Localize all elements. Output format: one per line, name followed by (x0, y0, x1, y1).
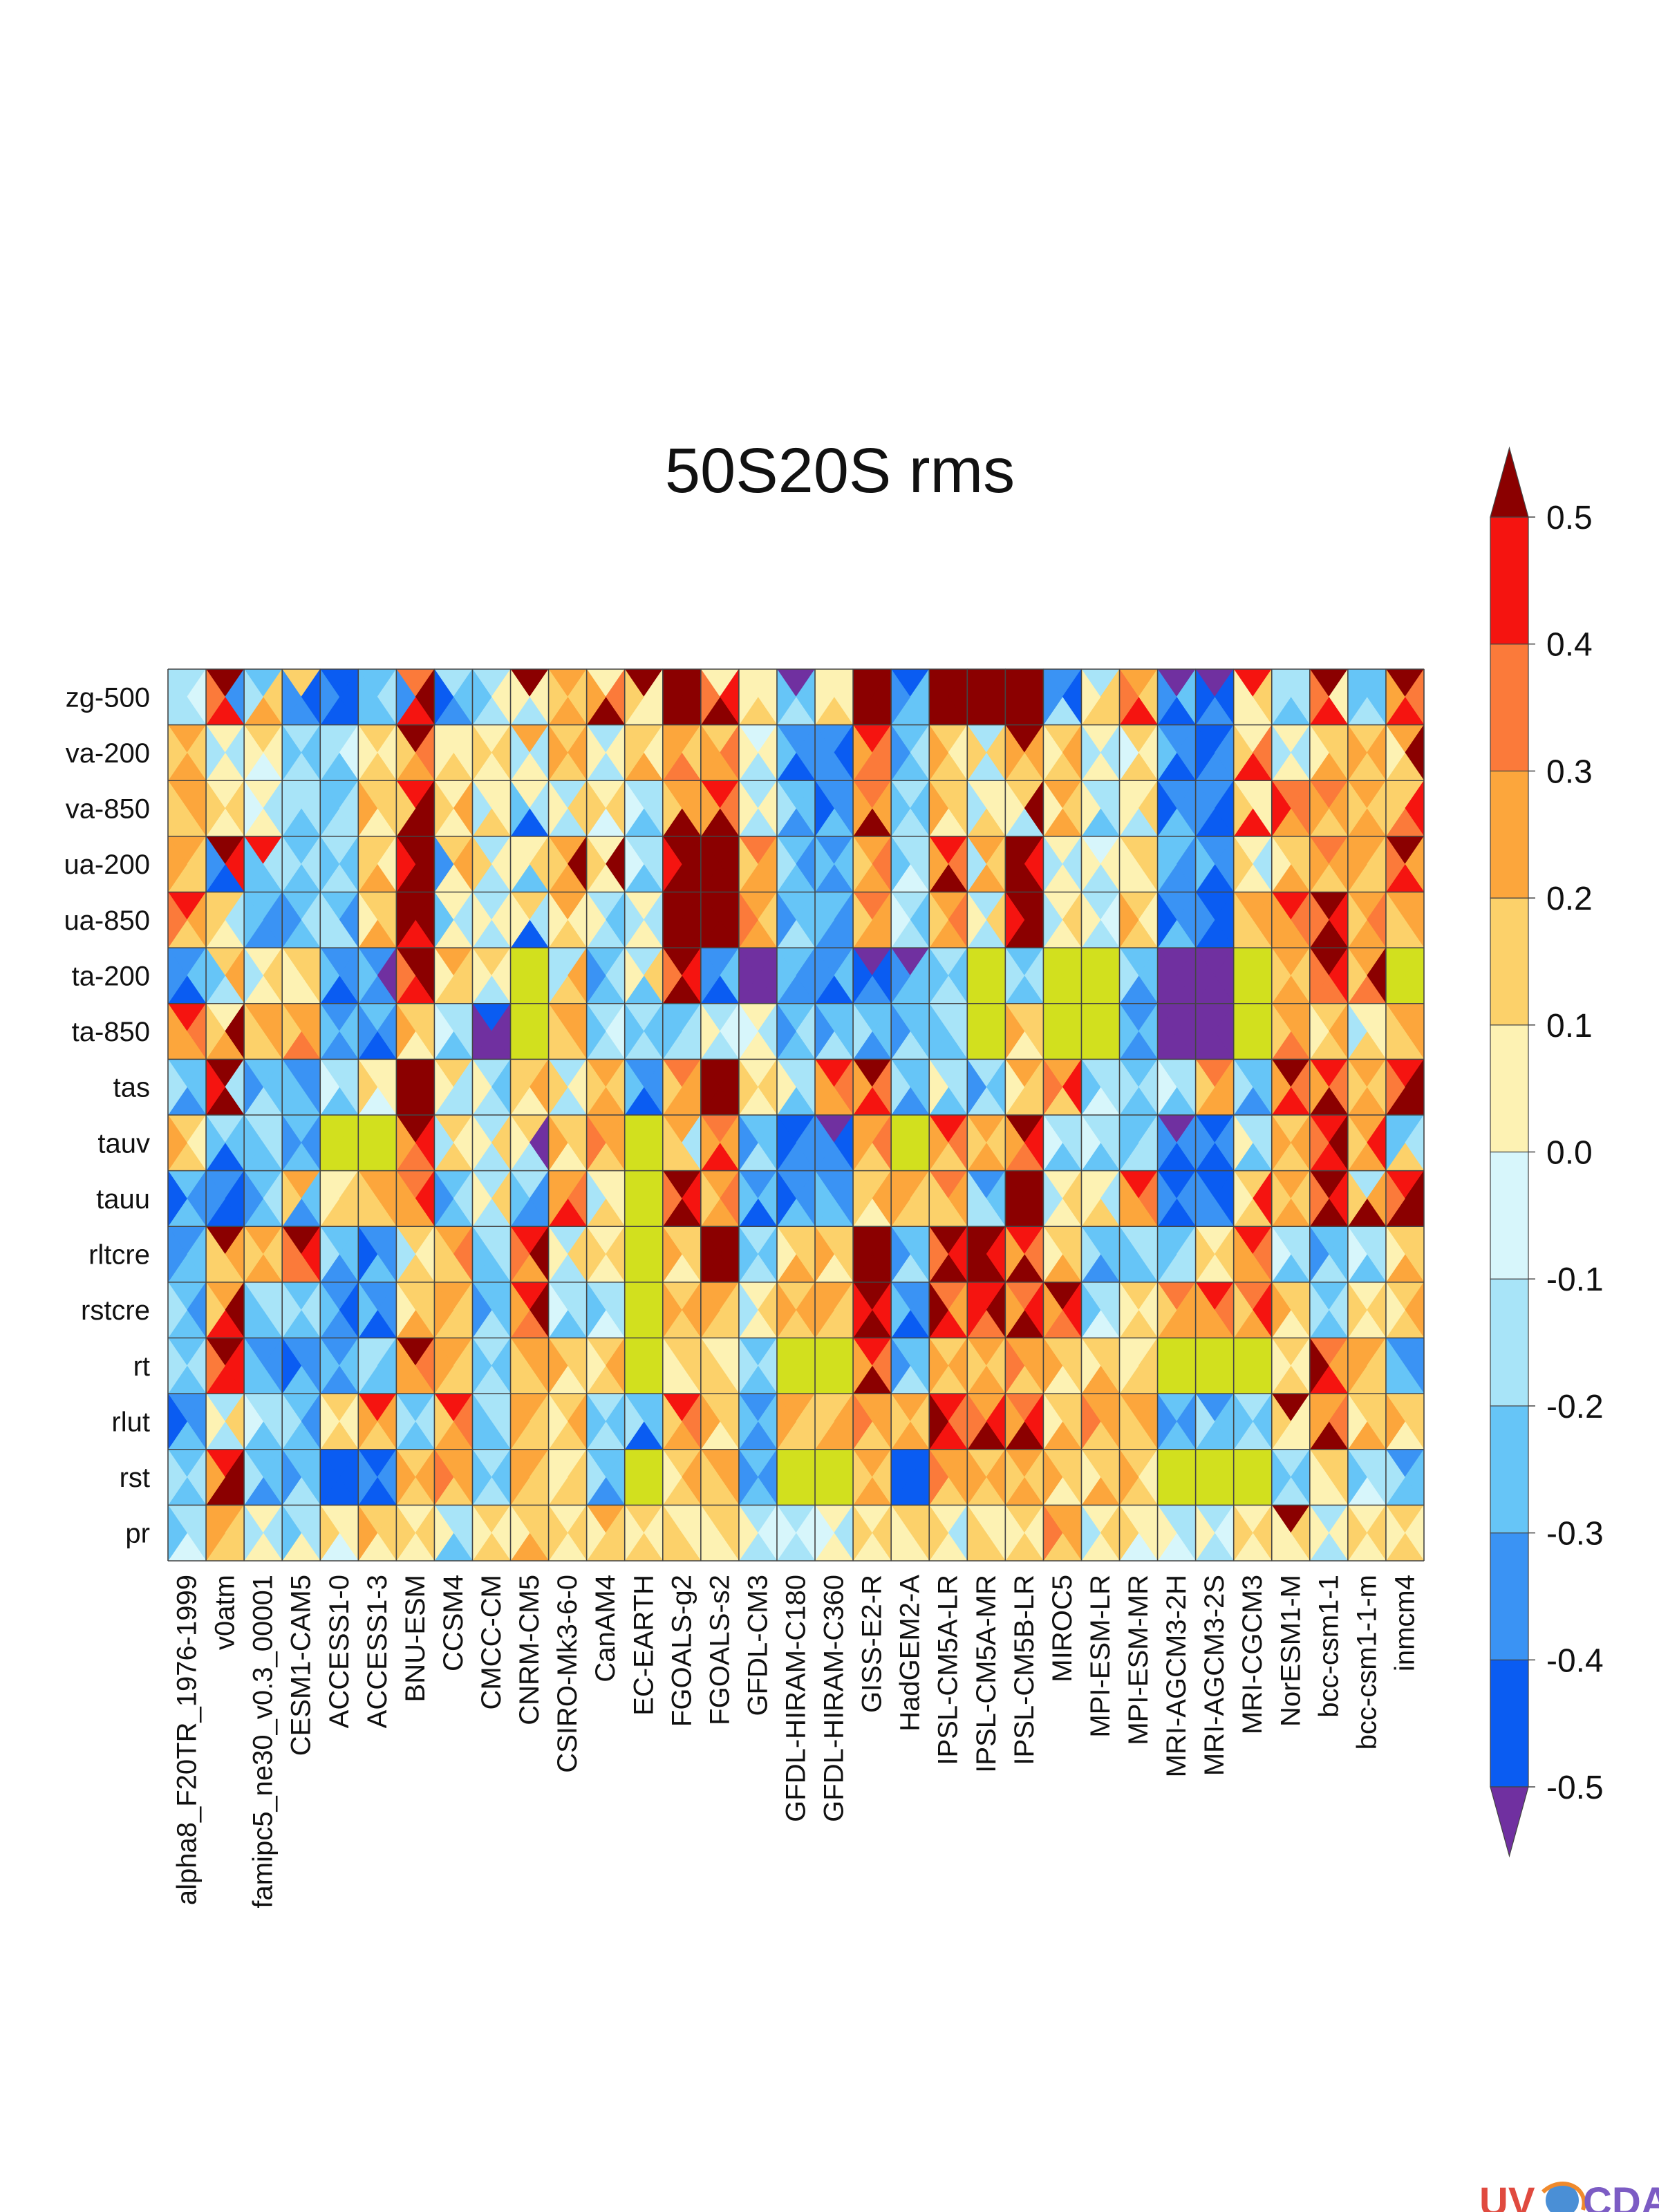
column-label: MPI-ESM-MR (1123, 1575, 1154, 1745)
heatmap-grid (167, 668, 1425, 1562)
row-label: va-200 (66, 738, 150, 769)
column-labels: alpha8_F20TR_1976-1999 v0atm famipc5_ne30_… (172, 1575, 1421, 1909)
logo-text-left: UV (1479, 2180, 1535, 2212)
column-label: FGOALS-g2 (666, 1575, 697, 1727)
column-label: inmcm4 (1389, 1575, 1420, 1671)
column-label: MRI-AGCM3-2H (1161, 1575, 1192, 1777)
colorbar-segment (1490, 516, 1529, 645)
uvcdat-logo: UV CDAT (1479, 2180, 1659, 2212)
colorbar-segment (1490, 1659, 1529, 1788)
row-label: tauu (96, 1184, 150, 1215)
row-label: va-850 (66, 794, 150, 825)
colorbar-segment (1490, 1151, 1529, 1280)
column-label: IPSL-CM5A-LR (933, 1575, 964, 1765)
column-label: ACCESS1-0 (324, 1575, 355, 1728)
colorbar-tick-label: 0.2 (1546, 881, 1593, 917)
colorbar-segment (1490, 897, 1529, 1026)
column-label: IPSL-CM5B-LR (1009, 1575, 1040, 1765)
column-label: ACCESS1-3 (362, 1575, 393, 1728)
column-label: CSIRO-Mk3-6-0 (552, 1575, 583, 1773)
row-label: rst (120, 1463, 150, 1493)
row-label: pr (125, 1519, 150, 1549)
colorbar: 0.5 0.4 0.3 0.2 0.1 0.0 -0.1 -0.2 -0.3 -0.4 -0.5 (1490, 446, 1604, 1858)
logo-text-right: CDAT (1583, 2180, 1659, 2212)
column-label: MIROC5 (1047, 1575, 1078, 1683)
colorbar-tick-label: 0.5 (1546, 500, 1593, 536)
colorbar-under-arrow (1490, 1786, 1529, 1858)
column-label: alpha8_F20TR_1976-1999 (172, 1575, 203, 1905)
colorbar-segment (1490, 1405, 1529, 1534)
logo-orbit-icon (1541, 2182, 1586, 2211)
colorbar-over-arrow (1490, 446, 1529, 518)
colorbar-segment (1490, 1024, 1529, 1153)
column-label: CESM1-CAM5 (286, 1575, 317, 1756)
row-label: ua-200 (64, 850, 150, 880)
row-label: tauv (97, 1128, 150, 1159)
column-label: CanAM4 (590, 1575, 621, 1683)
colorbar-segment (1490, 644, 1529, 772)
column-label: HadGEM2-A (895, 1575, 926, 1732)
column-label: MPI-ESM-LR (1085, 1575, 1116, 1738)
logo-globe-icon (1546, 2184, 1579, 2212)
colorbar-tick-label: -0.1 (1546, 1262, 1604, 1298)
column-label: CCSM4 (438, 1575, 469, 1671)
column-label: bcc-csm1-1-m (1351, 1575, 1382, 1750)
colorbar-tick-label: -0.4 (1546, 1642, 1604, 1679)
column-label: CNRM-CM5 (514, 1575, 545, 1725)
column-label: GFDL-CM3 (742, 1575, 773, 1716)
column-label: EC-EARTH (628, 1575, 659, 1716)
colorbar-segment (1490, 1278, 1529, 1407)
column-label: BNU-ESM (400, 1575, 431, 1702)
column-label: CMCC-CM (476, 1575, 507, 1710)
colorbar-segment (1490, 1533, 1529, 1660)
column-label: GFDL-HIRAM-C360 (819, 1575, 850, 1822)
row-label: ta-200 (72, 961, 150, 991)
column-label: bcc-csm1-1 (1313, 1575, 1344, 1718)
colorbar-tick-label: -0.3 (1546, 1516, 1604, 1553)
heatmap-grid-lines (167, 668, 1425, 1562)
row-label: rltcre (88, 1240, 150, 1271)
column-label: NorESM1-M (1275, 1575, 1306, 1727)
column-label: GISS-E2-R (857, 1575, 888, 1713)
column-label: v0atm (210, 1575, 241, 1650)
column-label: FGOALS-s2 (704, 1575, 735, 1725)
column-label: IPSL-CM5A-MR (971, 1575, 1002, 1773)
row-label: rt (133, 1351, 150, 1382)
chart-title: 50S20S rms (665, 435, 1015, 506)
row-label: zg-500 (66, 682, 150, 713)
column-label: MRI-AGCM3-2S (1199, 1575, 1230, 1776)
column-label: famipc5_ne30_v0.3_00001 (248, 1575, 279, 1909)
column-label: MRI-CGCM3 (1237, 1575, 1268, 1734)
colorbar-tick-label: 0.3 (1546, 753, 1593, 790)
row-label: tas (113, 1073, 150, 1103)
row-label: ta-850 (72, 1017, 150, 1047)
row-label: rlut (111, 1407, 150, 1437)
row-labels: zg-500 va-200 va-850 ua-200 ua-850 ta-200 ta-8… (64, 682, 150, 1548)
column-label: GFDL-HIRAM-C180 (781, 1575, 812, 1822)
colorbar-tick-label: -0.5 (1546, 1770, 1604, 1806)
colorbar-tick-label: -0.2 (1546, 1389, 1604, 1425)
colorbar-tick-label: 0.0 (1546, 1135, 1593, 1172)
colorbar-segment (1490, 770, 1529, 899)
colorbar-tick-label: 0.4 (1546, 627, 1593, 664)
row-label: rstcre (81, 1295, 150, 1326)
row-label: ua-850 (64, 906, 150, 936)
colorbar-tick-label: 0.1 (1546, 1008, 1593, 1044)
